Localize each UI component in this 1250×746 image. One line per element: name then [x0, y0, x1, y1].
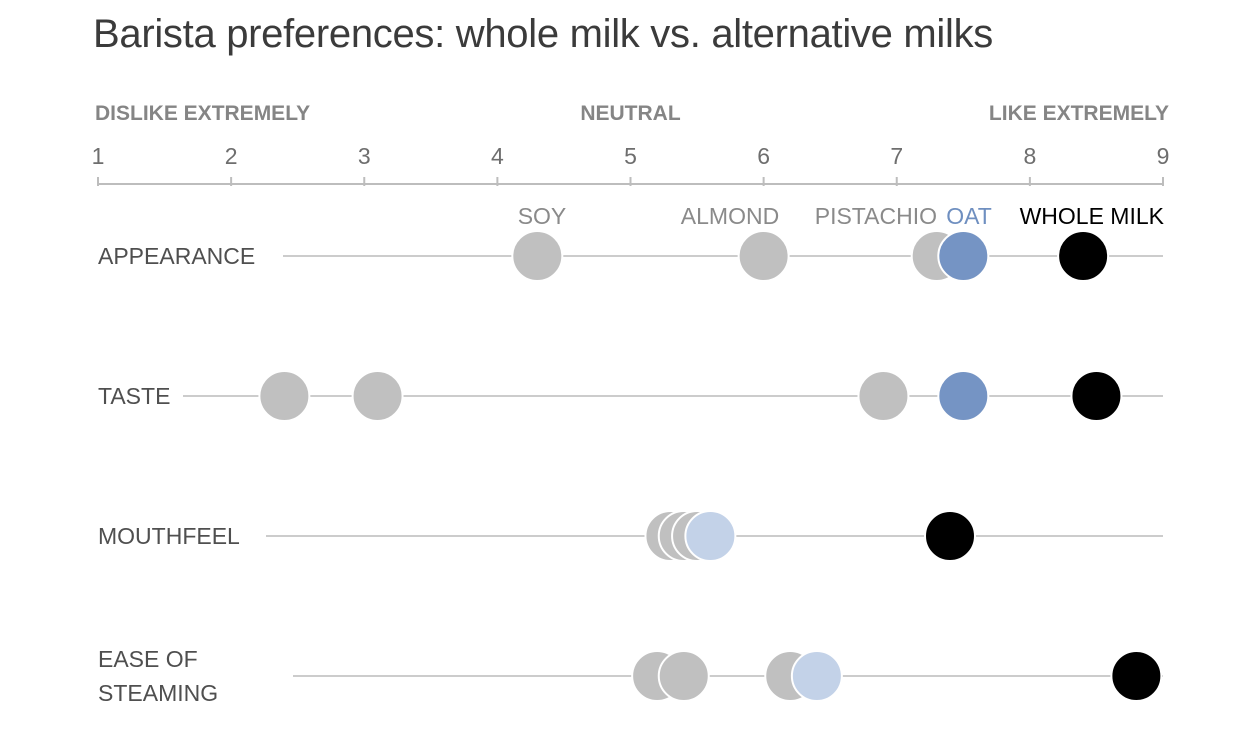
- x-tick-label: 7: [890, 143, 903, 169]
- dot-soy: [258, 370, 311, 422]
- x-tick-label: 5: [624, 143, 637, 169]
- dot-oat: [937, 370, 990, 422]
- scale-label-low: DISLIKE EXTREMELY: [95, 102, 310, 125]
- x-tick-label: 2: [225, 143, 238, 169]
- chart-title: Barista preferences: whole milk vs. alte…: [93, 12, 993, 56]
- x-tick-label: 9: [1157, 143, 1170, 169]
- category-rows: APPEARANCE TASTE MOUTHFEEL EASE OF STEAMING: [98, 230, 1163, 706]
- series-label-soy: SOY: [518, 203, 567, 229]
- x-tick-label: 1: [92, 143, 105, 169]
- category-label: MOUTHFEEL: [98, 523, 240, 549]
- scale-label-mid: NEUTRAL: [580, 102, 680, 125]
- series-label-almond: ALMOND: [681, 203, 779, 229]
- dot-whole-milk: [1110, 650, 1163, 702]
- dot-almond: [351, 370, 404, 422]
- category-label: STEAMING: [98, 680, 218, 706]
- scale-label-high: LIKE EXTREMELY: [989, 102, 1169, 125]
- category-label: APPEARANCE: [98, 243, 255, 269]
- dot-almond: [657, 650, 710, 702]
- category-label: TASTE: [98, 383, 170, 409]
- dot-oat: [937, 230, 990, 282]
- dot-pistachio: [857, 370, 910, 422]
- series-label-pistachio: PISTACHIO: [815, 203, 937, 229]
- series-label-oat: OAT: [946, 203, 992, 229]
- dot-whole-milk: [1057, 230, 1110, 282]
- dot-almond: [737, 230, 790, 282]
- series-labels: SOY ALMOND PISTACHIO OAT WHOLE MILK: [518, 203, 1165, 229]
- dot-soy: [511, 230, 564, 282]
- dot-whole-milk: [1070, 370, 1123, 422]
- x-tick-label: 4: [491, 143, 504, 169]
- dot-oat: [684, 510, 737, 562]
- x-tick-label: 3: [358, 143, 371, 169]
- dot-whole-milk: [924, 510, 976, 562]
- series-label-whole-milk: WHOLE MILK: [1020, 203, 1165, 229]
- x-tick-label: 6: [757, 143, 770, 169]
- dot-oat: [790, 650, 843, 702]
- x-tick-label: 8: [1023, 143, 1036, 169]
- axis: DISLIKE EXTREMELY NEUTRAL LIKE EXTREMELY 1 2…: [92, 102, 1170, 186]
- category-label: EASE OF: [98, 646, 198, 672]
